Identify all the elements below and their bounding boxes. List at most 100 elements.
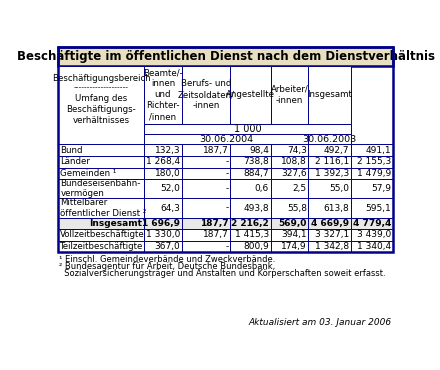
Bar xyxy=(308,134,351,145)
Text: 180,0: 180,0 xyxy=(154,169,180,178)
Bar xyxy=(58,179,144,198)
Bar xyxy=(230,241,271,252)
Bar xyxy=(351,145,393,156)
Text: 2 155,3: 2 155,3 xyxy=(357,157,391,166)
Text: 1 342,8: 1 342,8 xyxy=(315,242,349,251)
Bar xyxy=(182,145,230,156)
Text: 187,7: 187,7 xyxy=(200,219,228,228)
Bar xyxy=(58,66,144,145)
Bar xyxy=(230,168,271,179)
Text: Umfang des
Beschäftigungs-
verhältnisses: Umfang des Beschäftigungs- verhältnisses xyxy=(66,94,136,125)
Bar xyxy=(271,198,308,218)
Text: Gemeinden ¹: Gemeinden ¹ xyxy=(60,169,117,178)
Bar xyxy=(230,198,271,218)
Bar xyxy=(58,198,144,218)
Bar xyxy=(230,156,271,168)
Text: ¹ Einschl. Gemeindeverbände und Zweckverbände.: ¹ Einschl. Gemeindeverbände und Zweckver… xyxy=(59,255,275,265)
Text: 1 415,3: 1 415,3 xyxy=(235,231,269,239)
Text: 1 268,4: 1 268,4 xyxy=(146,157,180,166)
Text: Bundeseisenbahn-
vermögen: Bundeseisenbahn- vermögen xyxy=(60,179,141,198)
Bar xyxy=(182,179,230,198)
Bar xyxy=(144,124,351,134)
Bar xyxy=(144,134,308,145)
Text: 2 216,2: 2 216,2 xyxy=(231,219,269,228)
Text: 1 696,9: 1 696,9 xyxy=(142,219,180,228)
Text: 884,7: 884,7 xyxy=(243,169,269,178)
Bar xyxy=(144,229,182,241)
Bar xyxy=(351,198,393,218)
Text: 55,8: 55,8 xyxy=(287,204,307,212)
Bar xyxy=(182,198,230,218)
Text: --------------------: -------------------- xyxy=(73,83,128,92)
Text: 64,3: 64,3 xyxy=(161,204,180,212)
Bar xyxy=(182,218,230,229)
Bar xyxy=(308,198,351,218)
Text: 394,1: 394,1 xyxy=(281,231,307,239)
Bar xyxy=(308,145,351,156)
Bar xyxy=(308,179,351,198)
Bar xyxy=(58,47,393,66)
Bar xyxy=(230,66,271,124)
Text: 1 330,0: 1 330,0 xyxy=(146,231,180,239)
Text: 1 340,4: 1 340,4 xyxy=(357,242,391,251)
Bar xyxy=(308,168,351,179)
Text: 493,8: 493,8 xyxy=(243,204,269,212)
Bar xyxy=(351,218,393,229)
Bar xyxy=(308,229,351,241)
Bar xyxy=(271,145,308,156)
Text: -: - xyxy=(225,204,228,212)
Bar xyxy=(182,66,230,124)
Text: 4 669,9: 4 669,9 xyxy=(311,219,349,228)
Text: 52,0: 52,0 xyxy=(161,184,180,193)
Bar xyxy=(351,156,393,168)
Text: Insgesamt: Insgesamt xyxy=(88,219,142,228)
Bar xyxy=(308,241,351,252)
Text: 1 000: 1 000 xyxy=(234,124,261,134)
Bar xyxy=(230,229,271,241)
Text: 4 779,4: 4 779,4 xyxy=(353,219,391,228)
Text: 132,3: 132,3 xyxy=(154,146,180,155)
Text: 55,0: 55,0 xyxy=(329,184,349,193)
Bar xyxy=(144,145,182,156)
Bar xyxy=(182,241,230,252)
Bar xyxy=(58,168,144,179)
Text: Bund: Bund xyxy=(60,146,83,155)
Text: 74,3: 74,3 xyxy=(287,146,307,155)
Text: 2 116,1: 2 116,1 xyxy=(315,157,349,166)
Bar xyxy=(351,229,393,241)
Bar xyxy=(230,145,271,156)
Bar xyxy=(271,241,308,252)
Bar xyxy=(144,179,182,198)
Text: 187,7: 187,7 xyxy=(202,231,228,239)
Bar xyxy=(351,179,393,198)
Text: Länder: Länder xyxy=(60,157,90,166)
Bar xyxy=(182,156,230,168)
Text: 595,1: 595,1 xyxy=(366,204,391,212)
Bar xyxy=(271,229,308,241)
Text: 57,9: 57,9 xyxy=(371,184,391,193)
Bar xyxy=(144,168,182,179)
Bar xyxy=(144,218,182,229)
Bar xyxy=(308,218,351,229)
Text: -: - xyxy=(225,169,228,178)
Bar xyxy=(58,156,144,168)
Bar xyxy=(144,156,182,168)
Bar xyxy=(182,168,230,179)
Text: 3 327,1: 3 327,1 xyxy=(315,231,349,239)
Bar xyxy=(182,229,230,241)
Text: Vollzeitbeschäftigte: Vollzeitbeschäftigte xyxy=(60,231,145,239)
Text: 187,7: 187,7 xyxy=(202,146,228,155)
Bar xyxy=(271,218,308,229)
Bar xyxy=(58,145,144,156)
Text: ² Bundesagentur für Arbeit, Deutsche Bundesbank,: ² Bundesagentur für Arbeit, Deutsche Bun… xyxy=(59,262,275,271)
Text: 569,0: 569,0 xyxy=(279,219,307,228)
Text: Teilzeitbeschäftigte: Teilzeitbeschäftigte xyxy=(60,242,144,251)
Bar xyxy=(271,66,308,124)
Text: 174,9: 174,9 xyxy=(281,242,307,251)
Bar xyxy=(271,168,308,179)
Text: Beschäftigte im öffentlichen Dienst nach dem Dienstverhältnis: Beschäftigte im öffentlichen Dienst nach… xyxy=(17,50,434,63)
Bar xyxy=(230,179,271,198)
Bar xyxy=(271,156,308,168)
Text: 738,8: 738,8 xyxy=(243,157,269,166)
Text: 491,1: 491,1 xyxy=(366,146,391,155)
